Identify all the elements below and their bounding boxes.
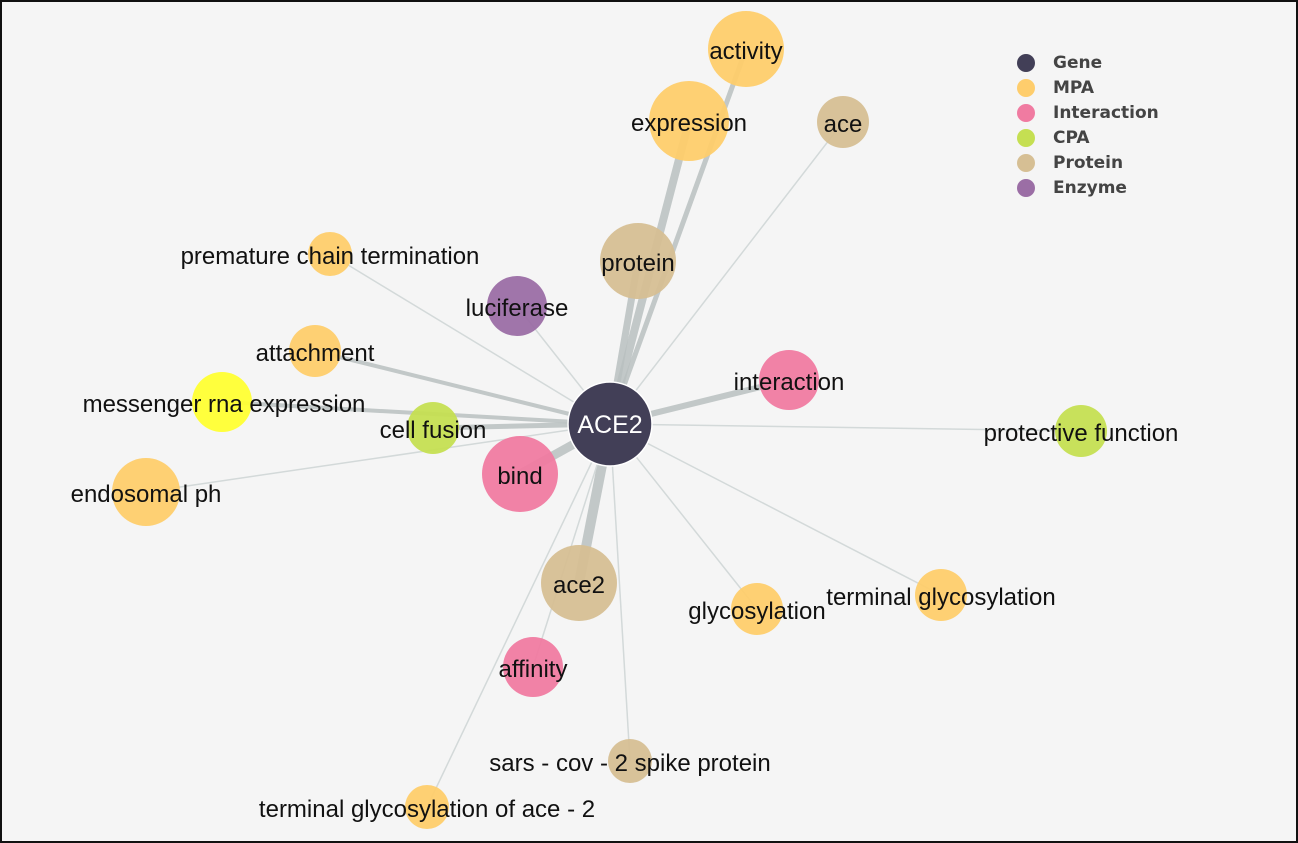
node-label: protective function [984,420,1179,447]
edge [145,423,611,493]
graph-node[interactable]: luciferase [466,276,569,336]
node-label: bind [497,463,542,490]
node-circle [608,739,652,783]
legend-dot-icon [1017,178,1035,197]
center-node[interactable]: ACE2 [567,381,653,467]
node-label: luciferase [466,295,569,322]
node-circle [1055,405,1107,457]
graph-node[interactable]: activity [708,11,784,87]
legend-dot-icon [1017,153,1035,172]
node-circle [915,569,967,621]
legend-item[interactable]: Gene [1017,50,1159,75]
node-label: terminal glycosylation of ace - 2 [259,796,595,823]
graph-node[interactable]: cell fusion [380,402,487,454]
node-circle [112,458,180,526]
node-label: endosomal ph [71,481,222,508]
node-circle [731,583,783,635]
node-circle [308,232,352,276]
node-circle [407,402,459,454]
legend-label: Interaction [1053,102,1159,123]
legend-item[interactable]: Interaction [1017,100,1159,125]
node-label: cell fusion [380,417,487,444]
legend-label: Protein [1053,152,1124,173]
legend-dot-icon [1017,53,1035,72]
legend-item[interactable]: Enzyme [1017,175,1159,200]
graph-node[interactable]: interaction [734,350,845,410]
graph-node[interactable]: expression [631,81,747,161]
node-circle [708,11,784,87]
node-label: protein [601,250,674,277]
node-circle [503,637,563,697]
node-label: sars - cov - 2 spike protein [489,750,770,777]
node-circle [541,545,617,621]
edge [426,423,611,808]
legend-dot-icon [1017,103,1035,122]
legend-dot-icon [1017,128,1035,147]
legend-label: MPA [1053,77,1094,98]
node-label: terminal glycosylation [826,584,1055,611]
node-circle [289,325,341,377]
edge [609,423,1082,432]
node-circle [487,276,547,336]
edge [609,423,631,762]
graph-node[interactable]: terminal glycosylation [826,569,1056,621]
graph-node[interactable]: terminal glycosylation of ace - 2 [259,785,595,829]
graph-node[interactable]: endosomal ph [71,458,222,526]
legend-dot-icon [1017,78,1035,97]
graph-node[interactable]: protective function [984,405,1179,457]
legend-item[interactable]: CPA [1017,125,1159,150]
legend-item[interactable]: Protein [1017,150,1159,175]
edge [314,349,611,426]
legend-label: Gene [1053,52,1103,73]
legend: Gene MPA Interaction CPA Protein Enzyme [1017,50,1159,200]
node-label: ace2 [553,572,605,599]
node-label: ace [824,111,863,138]
graph-node[interactable]: bind [482,436,558,512]
node-circle [482,436,558,512]
graph-node[interactable]: messenger rna expression [83,372,366,432]
edge [329,253,611,425]
edge [609,423,942,596]
node-label: interaction [734,369,845,396]
graph-node[interactable]: glycosylation [688,583,826,635]
graph-node[interactable]: attachment [256,325,375,377]
node-label: premature chain termination [181,243,480,270]
node-circle [817,96,869,148]
graph-node[interactable]: protein [600,223,676,299]
graph-node[interactable]: affinity [499,637,568,697]
node-label: affinity [499,656,568,683]
node-circle [192,372,252,432]
edge [609,121,844,425]
graph-node[interactable]: ace [817,96,869,148]
node-circle [567,381,653,467]
graph-node[interactable]: ace2 [541,545,617,621]
node-label: expression [631,110,747,137]
node-circle [759,350,819,410]
node-circle [649,81,729,161]
center-node-label: ACE2 [577,411,642,439]
node-circle [405,785,449,829]
graph-node[interactable]: sars - cov - 2 spike protein [489,739,771,783]
node-label: messenger rna expression [83,391,366,418]
graph-node[interactable]: premature chain termination [181,232,480,276]
node-label: activity [709,38,782,65]
node-label: attachment [256,340,375,367]
legend-label: Enzyme [1053,177,1127,198]
node-label: glycosylation [688,598,825,625]
legend-label: CPA [1053,127,1090,148]
legend-item[interactable]: MPA [1017,75,1159,100]
node-circle [600,223,676,299]
